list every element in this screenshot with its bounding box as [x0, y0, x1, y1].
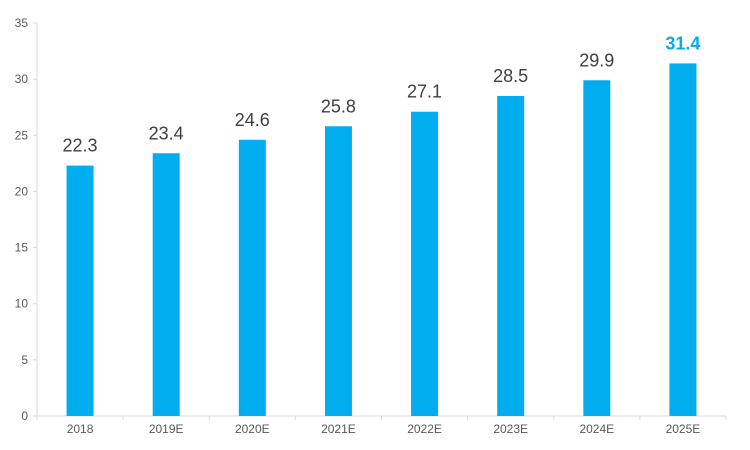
x-tick-label: 2024E [579, 422, 614, 436]
data-label-2018: 22.3 [63, 136, 98, 156]
y-tick-label: 25 [15, 128, 29, 142]
data-labels: 22.3 23.4 24.6 25.8 27.1 28.5 29.9 31.4 [63, 33, 701, 155]
y-axis: 0 5 10 15 20 25 30 35 [15, 16, 38, 423]
data-label-2021E: 25.8 [321, 96, 356, 116]
y-tick-label: 15 [15, 241, 29, 255]
x-axis: 2018 2019E 2020E 2021E 2022E 2023E 2024E 2025E [36, 415, 727, 436]
x-tick-label: 2025E [666, 422, 701, 436]
y-tick-label: 20 [15, 184, 29, 198]
y-tick-label: 0 [21, 409, 28, 423]
data-label-2020E: 24.6 [235, 110, 270, 130]
x-tick-label: 2022E [407, 422, 442, 436]
bars [66, 63, 697, 417]
x-tick-label: 2021E [321, 422, 356, 436]
x-tick-label: 2020E [235, 422, 270, 436]
y-tick-label: 5 [21, 353, 28, 367]
bar-2024E [583, 80, 611, 416]
bar-2025E [669, 63, 697, 417]
y-tick-label: 30 [15, 72, 29, 86]
data-label-2023E: 28.5 [493, 66, 528, 86]
x-tick-label: 2018 [67, 422, 94, 436]
bar-2022E [411, 111, 439, 416]
x-tick-label: 2019E [149, 422, 184, 436]
y-tick-label: 35 [15, 16, 29, 30]
data-label-2022E: 27.1 [407, 82, 442, 102]
bar-2023E [497, 95, 525, 416]
data-label-2025E: 31.4 [665, 33, 700, 53]
bar-2019E [152, 153, 180, 416]
y-tick-label: 10 [15, 297, 29, 311]
bar-2018 [66, 165, 94, 416]
data-label-2024E: 29.9 [579, 50, 614, 70]
bar-2021E [324, 126, 352, 416]
data-label-2019E: 23.4 [149, 123, 184, 143]
x-tick-label: 2023E [493, 422, 528, 436]
bar-2020E [238, 139, 266, 416]
